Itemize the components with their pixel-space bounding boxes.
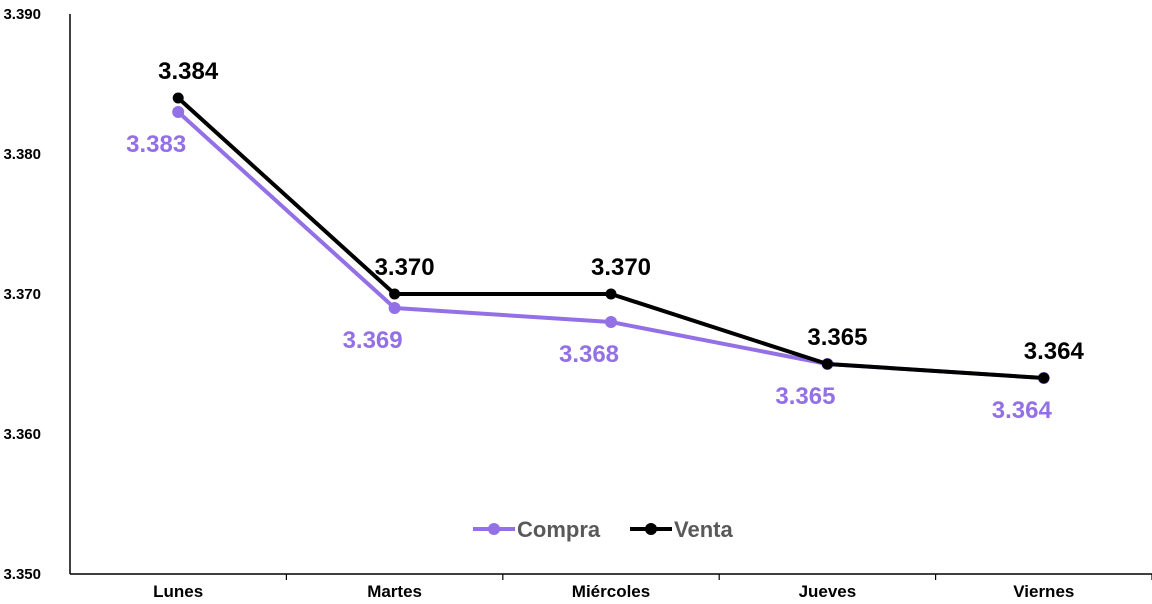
data-point (388, 302, 401, 314)
data-point (605, 288, 617, 300)
x-tick-label: Viernes (1013, 582, 1074, 601)
legend-swatch-marker (488, 523, 500, 535)
data-label: 3.368 (559, 341, 619, 368)
data-point (172, 92, 184, 104)
y-tick-label: 3.350 (3, 566, 41, 583)
data-label: 3.369 (343, 327, 403, 354)
data-label: 3.365 (775, 383, 835, 410)
data-label: 3.383 (126, 131, 186, 158)
y-tick-label: 3.390 (3, 6, 41, 23)
y-axis-ticks: 3.350 3.360 3.370 3.380 3.390 (3, 6, 41, 583)
series-line-compra (176, 110, 1044, 380)
legend-label: Compra (517, 517, 601, 542)
legend-swatch-marker (645, 523, 657, 535)
data-point (821, 358, 833, 370)
legend-label: Venta (674, 517, 733, 542)
axes (69, 14, 1152, 575)
y-tick-label: 3.370 (3, 286, 41, 303)
series-layer (172, 92, 1050, 384)
data-label: 3.364 (1024, 338, 1085, 365)
legend: Compra Venta (473, 517, 733, 542)
y-tick-label: 3.360 (3, 426, 41, 443)
x-tick-label: Martes (367, 582, 422, 601)
data-label: 3.384 (158, 58, 219, 85)
y-tick-label: 3.380 (3, 146, 41, 163)
data-label: 3.370 (591, 254, 651, 281)
x-tick-label: Lunes (153, 582, 203, 601)
series-line-venta (176, 96, 1044, 380)
data-label: 3.370 (375, 254, 435, 281)
data-label: 3.364 (992, 397, 1053, 424)
data-point (172, 106, 185, 118)
x-axis-ticks: Lunes Martes Miércoles Jueves Viernes (153, 574, 1152, 601)
data-point (1038, 372, 1050, 384)
data-label: 3.365 (807, 324, 867, 351)
x-tick-label: Jueves (799, 582, 857, 601)
data-point (605, 316, 617, 328)
data-point (389, 288, 401, 300)
x-tick-label: Miércoles (572, 582, 650, 601)
data-labels-layer: 3.383 3.369 3.368 3.365 3.364 3.384 3.370 3.370… (126, 58, 1084, 424)
